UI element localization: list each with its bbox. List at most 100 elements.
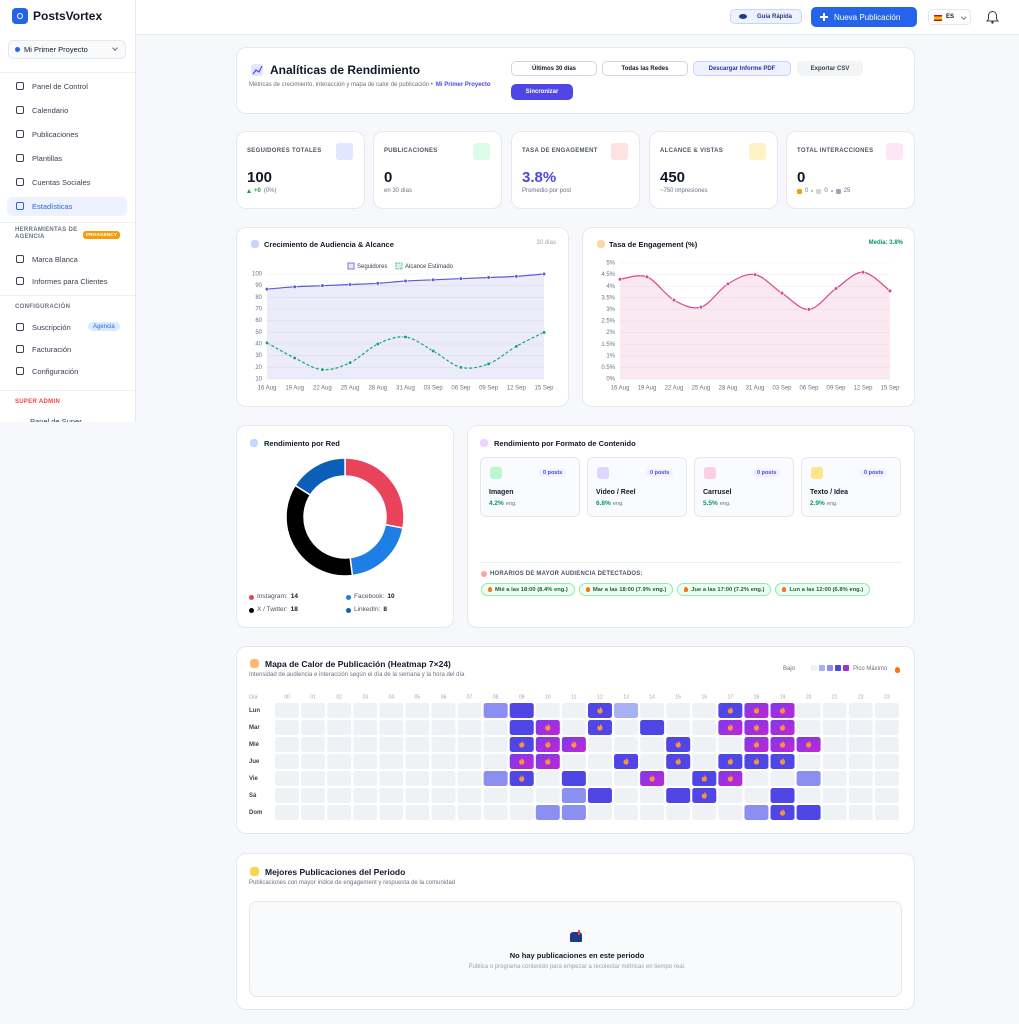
language-select[interactable]: ES — [928, 9, 971, 25]
mailbox-flag — [578, 930, 580, 935]
peak-pill: Jue a las 17:00 (7.2% eng.) — [677, 583, 772, 596]
project-select[interactable]: Mi Primer Proyecto — [8, 40, 126, 59]
nav-item[interactable]: Plantillas — [32, 153, 63, 163]
arrow-icon — [247, 189, 251, 193]
kpi-value: 0 — [797, 169, 806, 186]
new-post-button[interactable]: Nueva Publicación — [811, 7, 917, 27]
divider — [480, 562, 902, 563]
nav-item[interactable]: Publicaciones — [32, 129, 79, 139]
guide-label: Guía Rápida — [757, 13, 793, 20]
chart-title: Mapa de Calor de Publicación (Heatmap 7×… — [265, 659, 451, 669]
interaction-count: 0 — [805, 188, 809, 194]
period-select[interactable]: Últimos 30 días — [511, 61, 597, 76]
format-name: Texto / Idea — [810, 489, 848, 496]
icon — [811, 467, 823, 479]
legend-entry: X / Twitter: 18 — [257, 606, 298, 613]
kpi-label: ALCANCE & VISTAS — [660, 148, 724, 154]
icon — [250, 867, 259, 876]
posts-badge: 0 posts — [860, 469, 888, 477]
legend-swatch — [346, 608, 351, 613]
card-subtitle: Publicaciones con mayor índice de engage… — [249, 880, 456, 886]
icon — [250, 439, 258, 447]
posts-badge: 0 posts — [539, 469, 567, 477]
legend-low: Bajo — [782, 666, 795, 672]
kpi-value: 100 — [247, 169, 273, 186]
nav-item[interactable]: Panel de Control — [32, 81, 88, 91]
peak-pill: Mié a las 18:00 (8.4% eng.) — [481, 583, 575, 596]
nav-icon — [16, 130, 24, 138]
legend-label: LinkedIn: — [354, 606, 381, 613]
rate-unit: eng. — [719, 501, 731, 507]
engagement-card — [582, 227, 915, 407]
section-title: CONFIGURACIÓN — [15, 304, 71, 310]
posts-badge: 0 posts — [753, 469, 781, 477]
network-select[interactable]: Todas las Redes — [602, 61, 688, 76]
language-label: ES — [946, 14, 955, 20]
flame-icon — [585, 587, 590, 592]
rate-value: 6.8% — [596, 500, 611, 507]
logo-mark — [17, 13, 23, 19]
pdf-button[interactable]: Descargar Informe PDF — [693, 61, 791, 76]
empty-title: No hay publicaciones en este periodo — [509, 951, 645, 960]
nav-icon — [16, 323, 24, 331]
icon — [473, 143, 490, 160]
nav-item[interactable]: Facturación — [32, 344, 72, 354]
chevron — [112, 45, 118, 51]
nav-item[interactable]: Configuración — [32, 366, 79, 376]
kpi-label: TASA DE ENGAGEMENT — [522, 148, 598, 154]
divider — [0, 222, 135, 223]
interaction-icon — [816, 188, 822, 194]
kpi-value: 3.8% — [522, 169, 557, 186]
icon — [250, 659, 259, 668]
nav-item[interactable]: Suscripción — [32, 322, 71, 332]
sync-button[interactable]: Sincronizar — [511, 84, 573, 100]
icon — [886, 143, 903, 160]
peak-title: HORARIOS DE MAYOR AUDIENCIA DETECTADOS: — [490, 571, 643, 577]
kpi-label: SEGUIDORES TOTALES — [247, 148, 322, 154]
guide-button[interactable]: Guía Rápida — [730, 9, 802, 24]
csv-button[interactable]: Exportar CSV — [797, 61, 863, 76]
legend-swatch — [249, 595, 254, 600]
format-rate: 2.9% eng. — [810, 500, 838, 507]
peak-pill: Lun a las 12:00 (6.8% eng.) — [775, 583, 871, 596]
badge: PROAGENCY — [83, 231, 120, 239]
format-name: Video / Reel — [596, 489, 636, 496]
sidebar: PostsVortex Mi Primer Proyecto Panel de Co… — [0, 0, 136, 422]
legend-label: Facebook: — [354, 593, 385, 600]
nav-item[interactable]: Marca Blanca — [32, 254, 78, 264]
flame-icon — [684, 587, 689, 592]
separator-dot — [811, 190, 814, 192]
project-name: Mi Primer Proyecto — [24, 45, 88, 54]
flame-icon — [488, 587, 492, 592]
peak-text: Jue a las 17:00 (7.2% eng.) — [691, 586, 765, 593]
legend-value: 14 — [290, 593, 298, 600]
plus-v — [823, 12, 825, 21]
section-title: HERRAMIENTAS DE — [15, 227, 78, 233]
format-item — [480, 457, 580, 517]
format-name: Imagen — [489, 489, 514, 496]
icon — [597, 240, 605, 248]
peak-pill: Mar a las 18:00 (7.9% eng.) — [578, 583, 674, 596]
nav-item[interactable]: Informes para Clientes — [32, 276, 108, 286]
kpi-sub: en 30 días — [384, 188, 412, 194]
kpi-sub: 0 0 25 — [797, 188, 850, 194]
legend-label: X / Twitter: — [257, 606, 288, 613]
nav-item[interactable]: Calendario — [32, 105, 69, 115]
icon — [490, 467, 502, 479]
card-title: Rendimiento por Formato de Contenido — [494, 439, 636, 448]
kpi-label: PUBLICACIONES — [384, 148, 438, 154]
format-item — [801, 457, 901, 517]
nav-item[interactable]: Estadísticas — [32, 201, 73, 211]
nav-item[interactable]: Cuentas Sociales — [32, 177, 91, 187]
kpi-sub: Promedio por post — [522, 188, 571, 194]
icon — [749, 143, 766, 160]
peak-text: Mié a las 18:00 (8.4% eng.) — [495, 586, 568, 593]
interaction-count: 25 — [843, 188, 851, 194]
legend-label: Instagram: — [257, 593, 288, 600]
chart-title: Tasa de Engagement (%) — [609, 240, 698, 249]
divider — [0, 295, 135, 296]
header-card — [236, 47, 915, 114]
icon — [481, 571, 487, 577]
rate-value: 4.2% — [489, 500, 504, 507]
kpi-change: +0 — [254, 188, 261, 194]
